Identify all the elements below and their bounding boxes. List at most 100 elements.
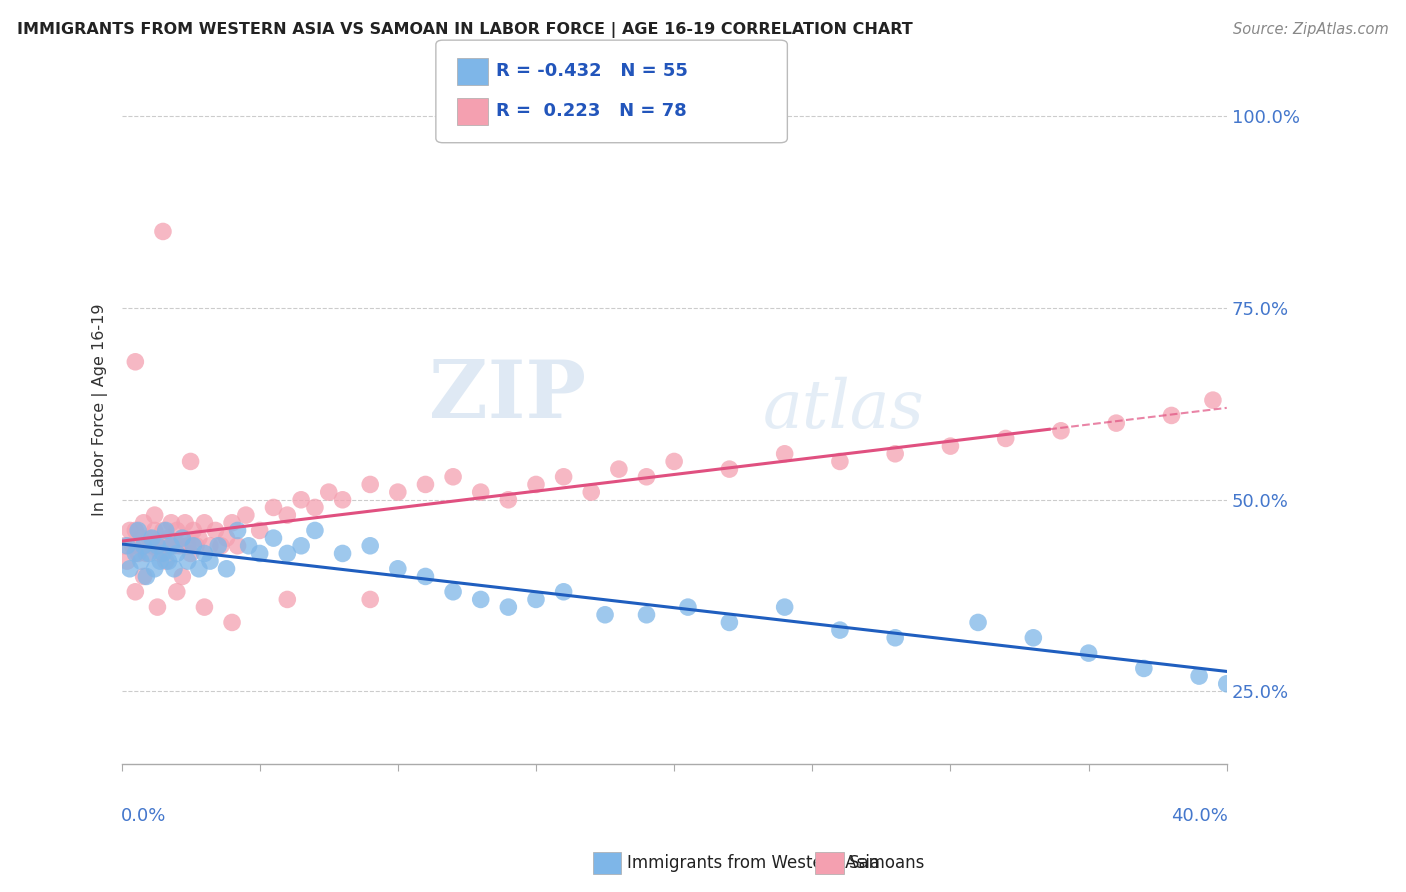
Point [198, 554, 221, 568]
Point [828, 623, 851, 637]
Text: ZIP: ZIP [429, 357, 586, 434]
Point [193, 546, 215, 560]
Text: Immigrants from Western Asia: Immigrants from Western Asia [627, 855, 880, 872]
Point [676, 600, 699, 615]
Point [169, 539, 191, 553]
Point [1077, 646, 1099, 660]
Point [152, 524, 174, 538]
Point [160, 539, 183, 553]
Point [593, 607, 616, 622]
Point [238, 539, 260, 553]
Point [124, 546, 146, 560]
Point [387, 562, 409, 576]
Text: IMMIGRANTS FROM WESTERN ASIA VS SAMOAN IN LABOR FORCE | AGE 16-19 CORRELATION CH: IMMIGRANTS FROM WESTERN ASIA VS SAMOAN I… [17, 22, 912, 38]
Point [146, 600, 169, 615]
Point [994, 432, 1017, 446]
Y-axis label: In Labor Force | Age 16-19: In Labor Force | Age 16-19 [93, 303, 108, 516]
Point [290, 492, 312, 507]
Point [636, 470, 658, 484]
Point [581, 485, 603, 500]
Point [828, 454, 851, 468]
Point [1202, 393, 1225, 408]
Point [207, 539, 229, 553]
Point [172, 531, 194, 545]
Point [215, 531, 238, 545]
Point [141, 539, 163, 553]
Point [470, 592, 492, 607]
Point [415, 569, 437, 583]
Point [215, 562, 238, 576]
Point [249, 546, 271, 560]
Point [553, 584, 575, 599]
Text: 0.0%: 0.0% [121, 807, 166, 825]
Point [187, 531, 209, 545]
Text: Samoans: Samoans [849, 855, 925, 872]
Point [152, 224, 174, 238]
Point [155, 554, 177, 568]
Point [1133, 661, 1156, 675]
Point [146, 539, 169, 553]
Point [124, 584, 146, 599]
Point [129, 554, 152, 568]
Point [498, 492, 520, 507]
Point [118, 524, 141, 538]
Point [967, 615, 990, 630]
Point [718, 462, 741, 476]
Point [773, 600, 796, 615]
Point [118, 562, 141, 576]
Point [132, 539, 155, 553]
Point [180, 454, 202, 468]
Point [1216, 677, 1239, 691]
Point [138, 546, 160, 560]
Point [172, 569, 194, 583]
Point [524, 477, 547, 491]
Point [115, 554, 138, 568]
Point [172, 531, 194, 545]
Point [124, 524, 146, 538]
Point [198, 539, 221, 553]
Point [183, 539, 205, 553]
Point [163, 539, 186, 553]
Point [636, 607, 658, 622]
Point [141, 531, 163, 545]
Point [187, 562, 209, 576]
Point [276, 508, 298, 522]
Point [263, 531, 285, 545]
Point [157, 554, 180, 568]
Point [226, 524, 249, 538]
Point [441, 584, 464, 599]
Point [1105, 416, 1128, 430]
Point [1022, 631, 1045, 645]
Point [662, 454, 685, 468]
Point [773, 447, 796, 461]
Point [359, 592, 381, 607]
Point [152, 546, 174, 560]
Point [160, 516, 183, 530]
Point [415, 477, 437, 491]
Point [718, 615, 741, 630]
Point [304, 524, 326, 538]
Point [553, 470, 575, 484]
Point [166, 584, 188, 599]
Point [135, 569, 157, 583]
Point [884, 631, 907, 645]
Point [127, 546, 149, 560]
Point [132, 516, 155, 530]
Point [115, 539, 138, 553]
Point [441, 470, 464, 484]
Point [359, 477, 381, 491]
Point [124, 355, 146, 369]
Point [146, 539, 169, 553]
Point [193, 600, 215, 615]
Point [221, 615, 243, 630]
Point [276, 546, 298, 560]
Point [135, 546, 157, 560]
Text: Source: ZipAtlas.com: Source: ZipAtlas.com [1233, 22, 1389, 37]
Point [470, 485, 492, 500]
Point [290, 539, 312, 553]
Point [155, 539, 177, 553]
Point [249, 524, 271, 538]
Point [132, 569, 155, 583]
Point [157, 531, 180, 545]
Text: R =  0.223   N = 78: R = 0.223 N = 78 [496, 103, 688, 120]
